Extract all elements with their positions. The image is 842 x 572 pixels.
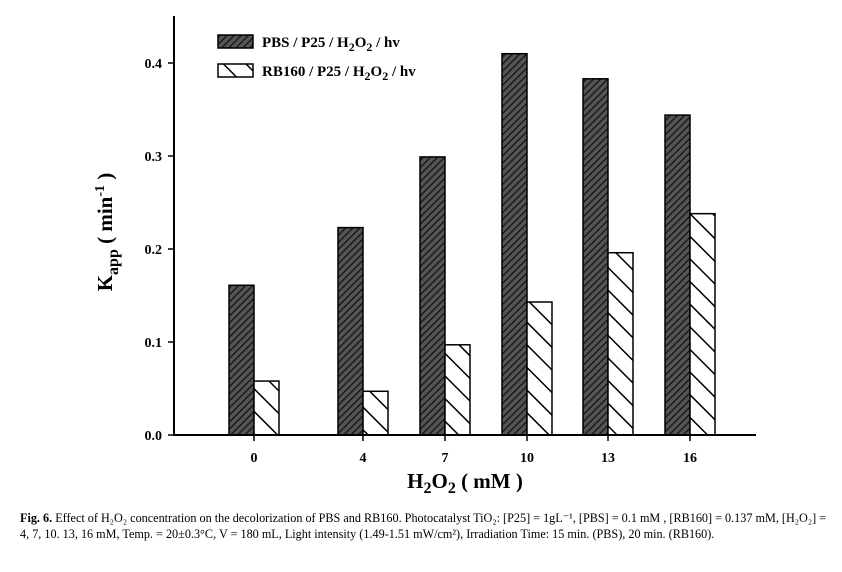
legend-label-pbs: PBS / P25 / H2O2 / hv bbox=[262, 35, 400, 54]
bar-chart: 0.0 0.1 0.2 0.3 0.4 0 4 7 10 13 16 H2O2 ( mM ) Ka… bbox=[93, 16, 756, 497]
bar-rb160-4 bbox=[362, 390, 389, 436]
bar-pbs-7 bbox=[419, 156, 446, 436]
legend-swatch-pbs bbox=[217, 34, 254, 49]
x-tick-label: 16 bbox=[683, 451, 697, 466]
bar-rb160-13 bbox=[607, 251, 634, 436]
bar-pbs-4 bbox=[337, 226, 364, 436]
figure-caption: Fig. 6. Effect of H₂O₂ concentration on … bbox=[20, 510, 832, 542]
x-tick-label: 13 bbox=[601, 451, 615, 466]
bar-rb160-7 bbox=[444, 344, 471, 436]
bar-pbs-16 bbox=[664, 114, 691, 436]
x-tick-label: 7 bbox=[442, 451, 449, 466]
x-tick-label: 10 bbox=[520, 451, 534, 466]
bar-pbs-13 bbox=[582, 78, 609, 436]
y-tick-label: 0.0 bbox=[145, 429, 163, 444]
y-tick-label: 0.1 bbox=[145, 336, 163, 351]
x-tick-label: 4 bbox=[360, 451, 367, 466]
bar-rb160-16 bbox=[689, 212, 716, 436]
y-ticks: 0.0 0.1 0.2 0.3 0.4 bbox=[145, 57, 174, 444]
bar-rb160-10 bbox=[526, 301, 553, 436]
bar-rb160-0 bbox=[253, 380, 280, 436]
bar-pbs-10 bbox=[501, 52, 528, 436]
x-ticks: 0 4 7 10 13 16 bbox=[251, 435, 697, 466]
legend-swatch-rb160 bbox=[217, 63, 254, 78]
y-tick-label: 0.4 bbox=[145, 57, 163, 72]
y-axis-label: Kapp ( min-1 ) bbox=[93, 173, 122, 292]
legend-label-rb160: RB160 / P25 / H2O2 / hv bbox=[262, 64, 416, 83]
y-tick-label: 0.3 bbox=[145, 150, 163, 165]
caption-text: Effect of H₂O₂ concentration on the deco… bbox=[20, 511, 827, 541]
figure-label: Fig. 6. bbox=[20, 511, 53, 525]
x-tick-label: 0 bbox=[251, 451, 258, 466]
y-tick-label: 0.2 bbox=[145, 243, 163, 258]
legend: PBS / P25 / H2O2 / hv RB160 / P25 / H2O2… bbox=[217, 34, 416, 83]
bars-group bbox=[228, 52, 716, 436]
x-axis-label: H2O2 ( mM ) bbox=[407, 469, 523, 497]
bar-pbs-0 bbox=[228, 284, 255, 436]
